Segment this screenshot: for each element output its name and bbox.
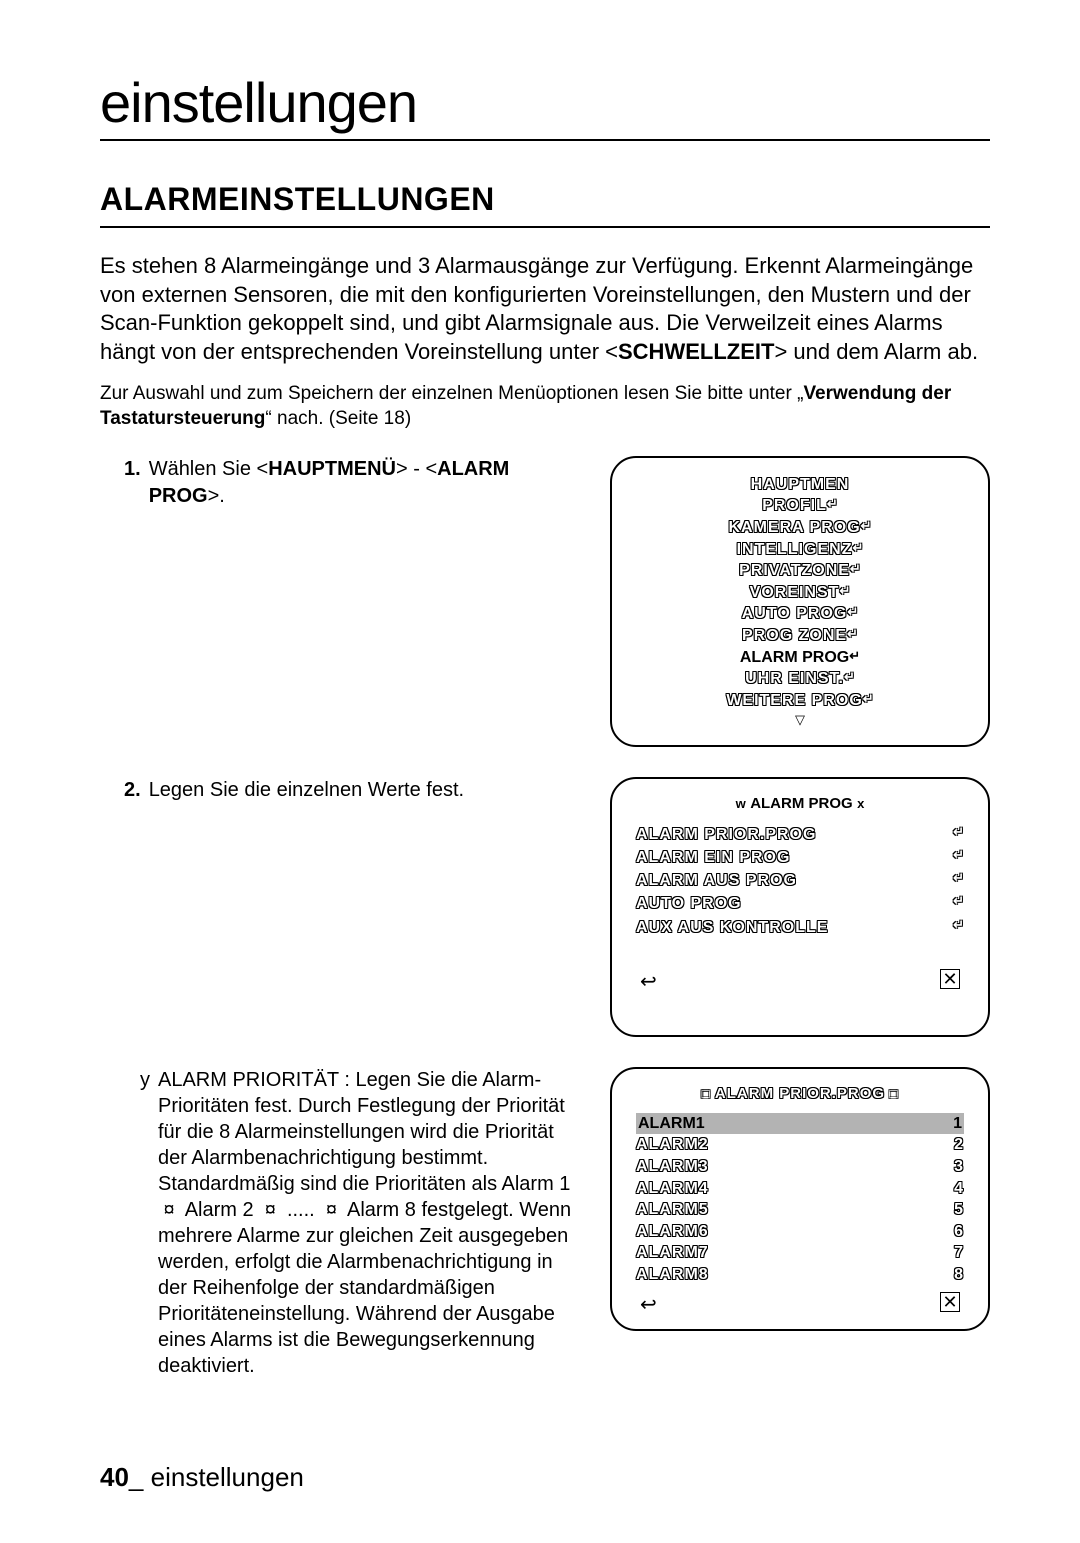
intro-paragraph: Es stehen 8 Alarmeingänge und 3 Alarmaus… <box>100 252 990 366</box>
menu-item: AUTO PROG↵ <box>636 892 964 915</box>
panel2-title: ALARM PROG <box>750 795 853 812</box>
panel-alarm-prior: □ ALARM PRIOR.PROG □ ALARM11ALARM22ALARM… <box>610 1067 990 1331</box>
footer-text: einstellungen <box>151 1462 304 1492</box>
alarm-row: ALARM44 <box>636 1178 964 1200</box>
panel3-nav-right: □ <box>890 1086 899 1101</box>
menu-item: WEITERE PROG↵ <box>636 690 964 712</box>
alarm-row: ALARM77 <box>636 1242 964 1264</box>
alarm-row: ALARM33 <box>636 1156 964 1178</box>
page-title: einstellungen <box>100 70 990 141</box>
menu-item: PROFIL↵ <box>636 495 964 517</box>
panel1-title: HAUPTMEN <box>636 474 964 496</box>
step-2-row: 2. Legen Sie die einzelnen Werte fest. w… <box>100 777 990 1037</box>
panel1-arrow: ▽ <box>636 711 964 729</box>
menu-item: VOREINST↵ <box>636 582 964 604</box>
step-2-number: 2. <box>124 777 141 804</box>
menu-item: ALARM PROG↵ <box>636 647 964 669</box>
panel3-nav-left: □ <box>702 1086 711 1101</box>
page-number: 40 <box>100 1462 129 1492</box>
back-icon: ↩ <box>640 1292 657 1317</box>
note-paragraph: Zur Auswahl und zum Speichern der einzel… <box>100 382 990 431</box>
alarm-row: ALARM22 <box>636 1134 964 1156</box>
menu-item: ALARM PRIOR.PROG↵ <box>636 823 964 846</box>
panel2-nav-left: w <box>736 796 746 811</box>
step-1-row: 1. Wählen Sie <HAUPTMENÜ> - <ALARM PROG>… <box>100 456 990 747</box>
panel2-nav-right: x <box>857 796 864 811</box>
page-footer: 40_ einstellungen <box>100 1462 304 1493</box>
menu-item: KAMERA PROG↵ <box>636 517 964 539</box>
menu-item: PROG ZONE↵ <box>636 625 964 647</box>
menu-item: UHR EINST.↵ <box>636 668 964 690</box>
step-1-text: Wählen Sie <HAUPTMENÜ> - <ALARM PROG>. <box>149 456 580 510</box>
footer-sep: _ <box>129 1462 143 1492</box>
close-icon: ✕ <box>940 969 960 989</box>
close-icon: ✕ <box>940 1292 960 1312</box>
sub-text: ALARM PRIORITÄT : Legen Sie die Alarm-Pr… <box>158 1067 580 1379</box>
alarm-row: ALARM88 <box>636 1264 964 1286</box>
sub-key: y <box>140 1067 150 1379</box>
menu-item: ALARM EIN PROG↵ <box>636 846 964 869</box>
menu-item: AUX AUS KONTROLLE↵ <box>636 916 964 939</box>
back-icon: ↩ <box>640 969 657 994</box>
step-2-text: Legen Sie die einzelnen Werte fest. <box>149 777 464 804</box>
step-1-number: 1. <box>124 456 141 510</box>
sub-row: y ALARM PRIORITÄT : Legen Sie die Alarm-… <box>100 1067 990 1379</box>
alarm-row: ALARM66 <box>636 1221 964 1243</box>
menu-item: PRIVATZONE↵ <box>636 560 964 582</box>
panel-hauptmenu: HAUPTMEN PROFIL↵KAMERA PROG↵INTELLIGENZ↵… <box>610 456 990 747</box>
menu-item: AUTO PROG↵ <box>636 603 964 625</box>
section-heading: ALARMEINSTELLUNGEN <box>100 181 990 228</box>
menu-item: INTELLIGENZ↵ <box>636 539 964 561</box>
alarm-row: ALARM55 <box>636 1199 964 1221</box>
alarm-row: ALARM11 <box>636 1113 964 1135</box>
panel3-title: ALARM PRIOR.PROG <box>715 1085 885 1102</box>
menu-item: ALARM AUS PROG↵ <box>636 869 964 892</box>
panel-alarm-prog: w ALARM PROG x ALARM PRIOR.PROG↵ALARM EI… <box>610 777 990 1037</box>
